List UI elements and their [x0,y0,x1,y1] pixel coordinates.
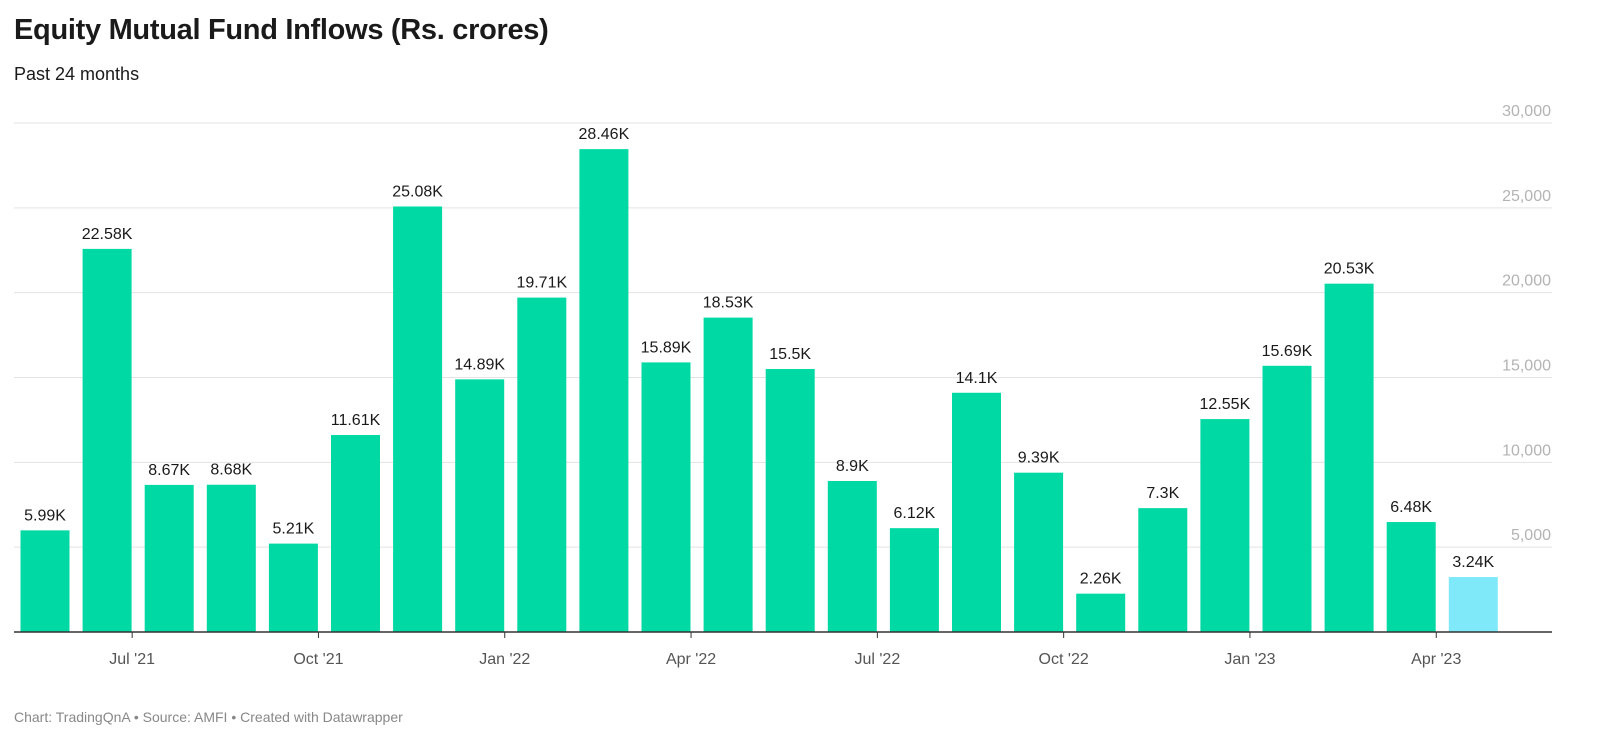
data-label: 25.08K [392,183,443,200]
chart-subtitle: Past 24 months [14,64,140,84]
data-label: 6.48K [1390,499,1432,516]
x-tick-label: Oct '21 [293,651,343,668]
bar [268,543,318,632]
y-tick-label: 25,000 [1502,188,1551,205]
bar [1324,283,1374,632]
y-axis-labels: 5,000 10,000 15,000 20,000 25,000 30,000 [1502,103,1551,544]
bar [641,362,691,632]
data-label: 7.3K [1146,485,1179,502]
bar-chart: 5,000 10,000 15,000 20,000 25,000 30,000 5.99… [14,103,1552,668]
bar [455,379,505,632]
bar [517,297,567,632]
data-label: 8.67K [148,462,190,479]
data-label: 22.58K [82,226,133,243]
bar [144,484,194,632]
bar [331,435,380,632]
y-tick-label: 20,000 [1502,273,1551,290]
bar [952,392,1001,632]
bar [889,528,939,632]
data-label: 18.53K [703,295,754,312]
value-labels: 5.99K 22.58K 8.67K 8.68K 5.21K 11.61K 25.08K 14… [24,126,1494,588]
data-label: 9.39K [1018,450,1060,467]
footer-separator: • [231,709,237,725]
data-label: 14.89K [454,356,505,373]
bar [703,317,753,632]
data-label: 3.24K [1452,554,1494,571]
bars [20,149,1498,632]
bar [393,206,443,632]
chart-title: Equity Mutual Fund Inflows (Rs. crores) [14,14,549,46]
bar [1386,522,1436,632]
y-tick-label: 5,000 [1511,527,1551,544]
data-label: 12.55K [1200,396,1251,413]
data-label: 15.5K [769,346,811,363]
bar [1014,472,1064,632]
data-label: 8.68K [210,462,252,479]
chart-footer: Chart: TradingQnA • Source: AMFI • Creat… [14,709,403,725]
data-label: 20.53K [1324,261,1375,278]
x-tick-label: Jan '23 [1224,651,1275,668]
data-label: 2.26K [1080,571,1122,588]
x-tick-label: Jul '21 [109,651,155,668]
footer-chart-credit: Chart: TradingQnA [14,709,130,725]
footer-source: Source: AMFI [142,709,228,725]
bar [1076,593,1126,632]
y-tick-label: 30,000 [1502,103,1551,120]
bar [1448,577,1498,632]
data-label: 5.21K [272,521,314,538]
x-tick-label: Apr '22 [666,651,716,668]
bar [765,369,815,632]
data-label: 11.61K [331,412,381,429]
bar [827,480,877,632]
x-tick-label: Jul '22 [854,651,900,668]
bar [20,530,70,632]
x-tick-label: Oct '22 [1039,651,1089,668]
data-label: 28.46K [579,126,630,143]
bar [206,484,256,632]
data-label: 6.12K [893,505,935,522]
bar [82,248,132,632]
x-tick-label: Apr '23 [1411,651,1461,668]
data-label: 19.71K [516,275,567,292]
bar [1262,365,1312,632]
footer-created-with: Created with Datawrapper [240,709,403,725]
data-label: 15.69K [1262,343,1313,360]
x-axis: Jul '21 Oct '21 Jan '22 Apr '22 Jul '22 Oct '… [109,632,1461,668]
data-label: 8.9K [836,458,869,475]
x-tick-label: Jan '22 [479,651,530,668]
footer-separator: • [133,709,139,725]
data-label: 5.99K [24,507,66,524]
data-label: 15.89K [641,339,692,356]
y-tick-label: 10,000 [1502,442,1551,459]
bar [1200,419,1250,632]
y-tick-label: 15,000 [1502,358,1551,375]
bar [579,149,629,632]
data-label: 14.1K [956,370,998,387]
bar [1138,508,1188,632]
